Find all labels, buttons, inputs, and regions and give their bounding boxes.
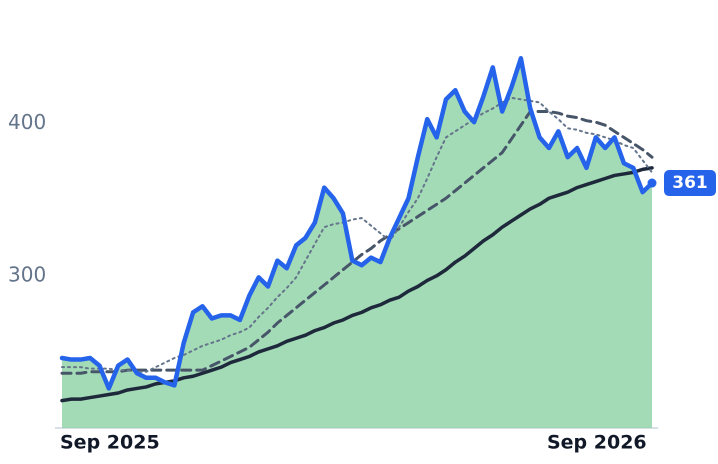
- last-point: [647, 178, 657, 188]
- last-value-badge: [664, 170, 716, 197]
- series-line: [60, 166, 654, 403]
- series-line: [60, 110, 654, 375]
- series-line: [59, 56, 655, 391]
- area: [62, 58, 652, 429]
- x-tick-label: Sep 2026: [547, 432, 647, 454]
- y-tick-label: 300: [8, 262, 46, 286]
- x-tick-label: Sep 2025: [60, 432, 160, 454]
- y-tick-label: 400: [8, 110, 46, 134]
- last-value-label: 361: [672, 173, 708, 193]
